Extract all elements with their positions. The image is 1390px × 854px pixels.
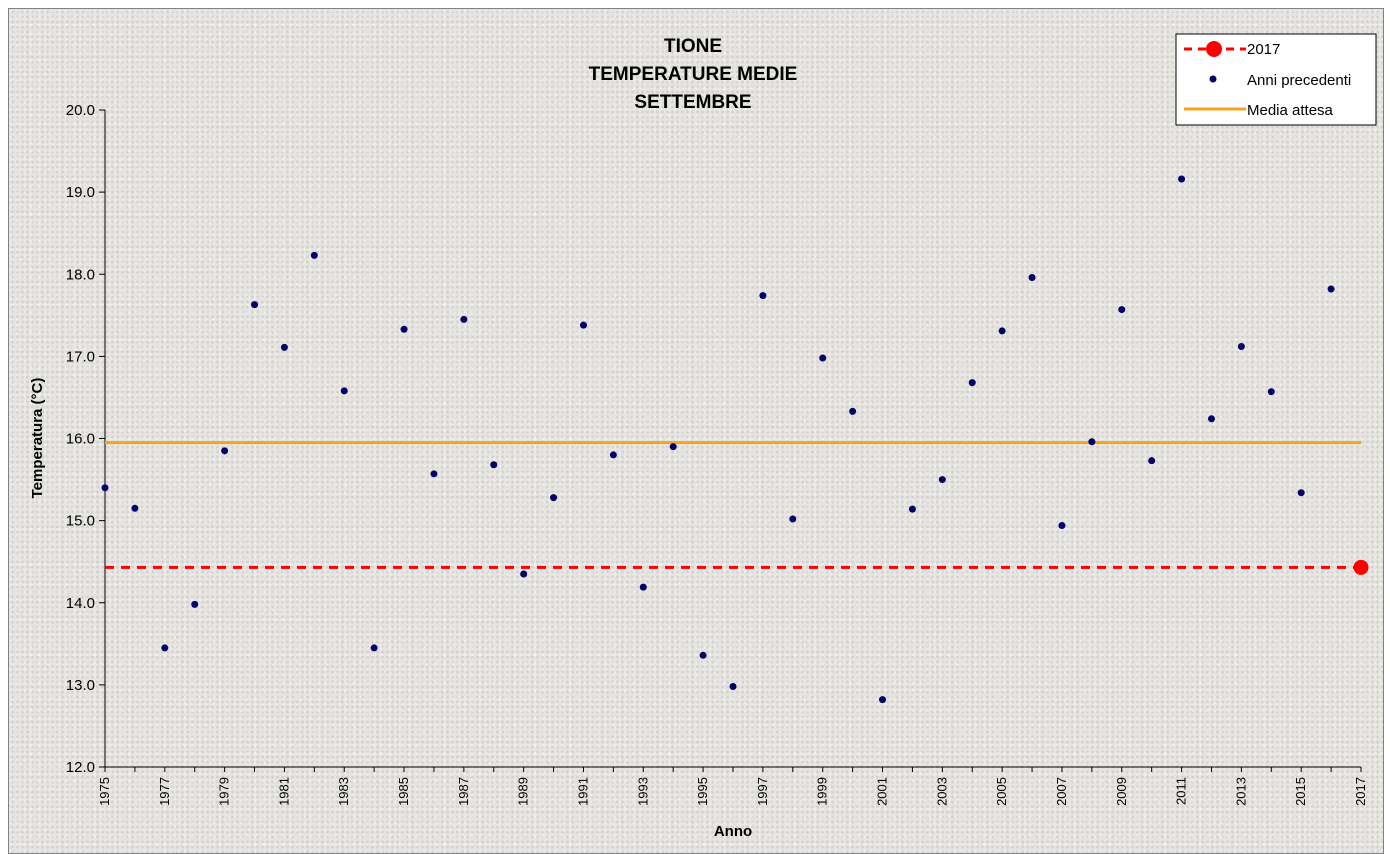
data-point-1991 [579,321,587,329]
x-tick-label: 1991 [575,777,590,806]
x-tick-label: 2011 [1174,777,1189,805]
data-point-1997 [759,292,767,300]
x-tick-label: 1977 [157,777,172,806]
x-tick-label: 1993 [635,777,650,806]
chart-title: TIONE TEMPERATURE MEDIE SETTEMBRE [589,36,798,113]
data-point-1975 [101,484,109,492]
x-tick-label: 1995 [695,777,710,806]
data-point-2008 [1088,438,1096,446]
data-point-2007 [1058,522,1066,530]
x-tick-label: 1975 [97,777,112,806]
x-axis-label: Anno [714,823,752,840]
legend-media-label: Media attesa [1247,102,1334,119]
data-point-1996 [729,683,737,691]
reference-lines [105,441,1361,569]
legend-2017-label: 2017 [1247,41,1280,58]
x-tick-label: 2001 [875,777,890,806]
data-point-2012 [1207,415,1215,423]
y-tick-label: 20.0 [66,102,95,119]
x-tick-label: 1989 [516,777,531,806]
y-axis-label: Temperatura (°C) [29,378,46,499]
data-point-2009 [1118,306,1126,314]
data-point-1994 [669,443,677,451]
title-line-2: TEMPERATURE MEDIE [589,64,798,85]
data-point-2001 [879,696,887,704]
x-tick-label: 2003 [934,777,949,806]
x-tick-label: 2005 [994,777,1009,806]
data-point-2004 [968,379,976,387]
x-tick-label: 1999 [815,777,830,806]
legend: 2017 Anni precedenti Media attesa [1175,33,1377,126]
title-line-3: SETTEMBRE [634,92,751,113]
x-tick-label: 1985 [396,777,411,806]
y-tick-label: 18.0 [66,266,95,283]
x-tick-label: 1983 [336,777,351,806]
x-tick-label: 1979 [217,777,232,806]
data-point-1990 [550,494,558,502]
data-point-2015 [1297,489,1305,497]
data-point-1982 [310,251,318,259]
data-point-1983 [340,387,348,395]
data-point-2005 [998,327,1006,335]
data-point-2011 [1178,175,1186,183]
y-tick-label: 19.0 [66,184,95,201]
data-point-1992 [609,451,617,459]
data-point-1979 [221,447,229,455]
x-tick-label: 1981 [276,777,291,806]
y-tick-label: 12.0 [66,759,95,776]
title-line-1: TIONE [664,36,722,57]
data-point-2003 [938,476,946,484]
data-point-2016 [1327,285,1335,293]
data-point-1976 [131,504,139,512]
data-point-1999 [819,354,827,362]
x-tick-label: 2013 [1233,777,1248,806]
x-tick-label: 1987 [456,777,471,806]
data-point-1989 [520,570,528,578]
y-ticks: 12.0 13.0 14.0 15.0 16.0 17.0 18.0 19.0 20.0 [66,102,105,776]
y-tick-label: 17.0 [66,348,95,365]
data-point-1995 [699,651,707,659]
x-ticks: 1975 1977 1979 1981 1983 1985 1987 1989 1991 1993… [97,767,1368,806]
data-point-1977 [161,644,169,652]
data-point-2006 [1028,274,1036,282]
x-tick-label: 1997 [755,777,770,806]
data-point-1993 [639,583,647,591]
data-point-1984 [370,644,378,652]
y-tick-label: 14.0 [66,595,95,612]
y-tick-label: 15.0 [66,513,95,530]
chart-frame [8,8,1384,854]
data-point-2013 [1237,343,1245,351]
data-point-1988 [490,461,498,469]
legend-2017-marker [1206,41,1222,57]
data-point-2010 [1148,457,1156,465]
data-point-1978 [191,600,199,608]
legend-anni-label: Anni precedenti [1247,72,1351,89]
x-tick-label: 2009 [1114,777,1129,806]
data-point-1981 [280,343,288,351]
x-tick-label: 2017 [1353,777,1368,806]
data-points [101,175,1369,704]
y-tick-label: 16.0 [66,431,95,448]
data-point-2002 [908,505,916,513]
data-point-1998 [789,515,797,523]
data-point-2017 [1353,559,1369,575]
x-tick-label: 2007 [1054,777,1069,806]
y-tick-label: 13.0 [66,677,95,694]
data-point-2014 [1267,388,1275,396]
data-point-1985 [400,325,408,333]
data-point-2000 [849,407,857,415]
data-point-1986 [430,470,438,478]
data-point-1987 [460,315,468,323]
x-tick-label: 2015 [1293,777,1308,806]
legend-anni-marker [1209,75,1217,83]
data-point-1980 [251,301,259,309]
